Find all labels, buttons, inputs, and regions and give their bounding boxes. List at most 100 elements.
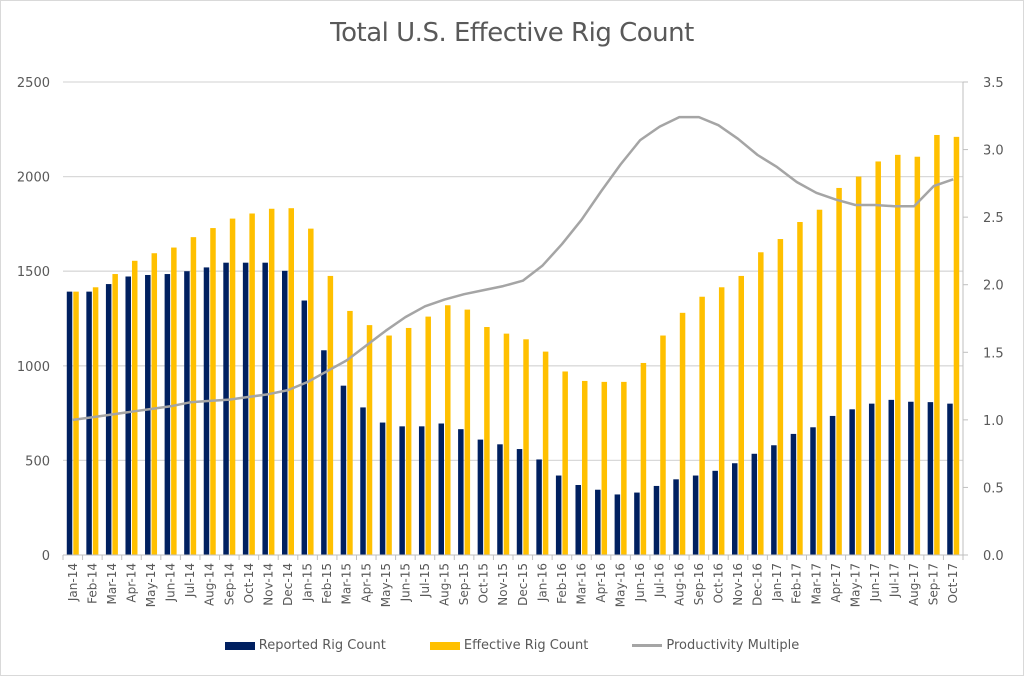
gridlines xyxy=(63,81,963,462)
bar-effective xyxy=(464,309,471,555)
x-tick-label: Mar-15 xyxy=(340,563,354,604)
bar-effective xyxy=(895,154,901,556)
bar-effective xyxy=(934,134,940,555)
bar-reported xyxy=(575,484,581,555)
bar-effective xyxy=(581,380,588,555)
x-tick-label: Jan-16 xyxy=(535,563,549,602)
bar-effective xyxy=(386,335,392,555)
bar-effective xyxy=(601,381,608,555)
bar-effective xyxy=(327,275,334,555)
legend-swatch-reported xyxy=(224,641,255,650)
legend: Reported Rig Count Effective Rig Count P… xyxy=(0,638,1024,653)
x-tick-label: Oct-16 xyxy=(711,563,725,603)
bar-effective xyxy=(718,287,725,555)
bar-effective xyxy=(92,287,99,555)
bar-effective xyxy=(640,362,647,555)
x-tick-label: Aug-14 xyxy=(203,563,217,606)
bar-reported xyxy=(790,433,797,555)
x-tick-label: Apr-17 xyxy=(829,563,843,603)
bar-reported xyxy=(868,403,875,555)
legend-label-productivity: Productivity Multiple xyxy=(666,638,800,653)
bar-reported xyxy=(66,291,73,555)
bar-reported xyxy=(164,274,171,555)
legend-item-productivity: Productivity Multiple xyxy=(632,638,799,653)
bar-reported xyxy=(751,453,758,555)
x-tick-label: Feb-16 xyxy=(555,563,569,604)
bar-reported xyxy=(438,423,445,555)
y-tick-label-left: 1500 xyxy=(17,265,50,280)
x-tick-label: Nov-16 xyxy=(731,563,745,606)
bar-effective xyxy=(660,335,666,555)
bar-reported xyxy=(614,494,621,555)
bar-reported xyxy=(399,426,405,555)
bar-effective xyxy=(738,275,744,555)
y-axis-left: 0 500 1000 1500 2000 2500 xyxy=(17,76,50,564)
bar-reported xyxy=(458,429,464,555)
legend-swatch-effective xyxy=(429,641,460,650)
chart-title: Total U.S. Effective Rig Count xyxy=(330,18,694,48)
x-tick-label: Jun-15 xyxy=(398,563,412,602)
bar-effective xyxy=(288,208,294,555)
bar-reported xyxy=(634,492,640,555)
bar-reported xyxy=(301,300,308,555)
y-axis-right: 0.0 0.5 1.0 1.5 2.0 2.5 3.0 3.5 xyxy=(962,76,1004,564)
bar-reported xyxy=(379,422,386,555)
bar-reported xyxy=(536,459,542,555)
x-tick-label: Jul-15 xyxy=(418,563,432,598)
bar-reported xyxy=(282,270,288,555)
bar-effective xyxy=(503,333,510,555)
bar-effective xyxy=(249,213,255,555)
x-tick-label: Nov-15 xyxy=(496,563,510,606)
bar-reported xyxy=(555,475,562,555)
legend-label-reported: Reported Rig Count xyxy=(258,638,386,653)
bar-effective xyxy=(914,156,921,555)
x-tick-label: Mar-16 xyxy=(574,563,588,604)
x-tick-label: Feb-14 xyxy=(85,563,99,604)
bar-effective xyxy=(308,228,314,555)
bar-effective xyxy=(679,312,686,555)
y-tick-label-right: 2.0 xyxy=(983,279,1004,294)
bar-effective xyxy=(953,136,960,556)
bar-reported xyxy=(888,399,895,555)
x-tick-label: Mar-14 xyxy=(105,563,119,604)
line-productivity-multiple xyxy=(72,115,954,422)
bar-effective xyxy=(816,209,823,555)
bar-effective xyxy=(836,187,842,555)
bar-reported xyxy=(653,485,660,555)
x-tick-label: May-15 xyxy=(379,563,393,607)
bar-effective xyxy=(131,260,138,555)
y-tick-label-left: 2500 xyxy=(17,76,50,91)
bar-reported xyxy=(418,426,425,555)
x-tick-label: Oct-17 xyxy=(946,563,960,603)
bar-reported xyxy=(497,444,503,555)
bar-reported xyxy=(829,415,836,555)
legend-swatch-productivity xyxy=(632,644,663,647)
x-tick-label: Apr-16 xyxy=(594,563,608,603)
bar-effective xyxy=(855,176,862,555)
bar-reported xyxy=(947,403,953,555)
x-tick-label: May-14 xyxy=(144,563,158,607)
bar-effective xyxy=(151,253,158,555)
bar-effective xyxy=(73,291,79,555)
bar-reported xyxy=(145,274,151,555)
bar-reported xyxy=(810,427,816,555)
x-tick-label: Nov-14 xyxy=(261,563,275,606)
y-tick-label-left: 500 xyxy=(25,454,50,469)
bar-reported xyxy=(771,445,777,555)
line-group xyxy=(72,115,954,422)
bars-group xyxy=(66,134,960,556)
bar-reported xyxy=(732,463,738,555)
bar-effective xyxy=(425,316,431,555)
bar-reported xyxy=(203,267,210,555)
bar-reported xyxy=(321,350,327,555)
bar-reported xyxy=(262,262,268,555)
bar-reported xyxy=(340,385,347,555)
x-tick-label: Apr-14 xyxy=(124,563,138,603)
x-tick-label: May-17 xyxy=(848,563,862,607)
y-tick-label-right: 3.0 xyxy=(983,144,1004,159)
y-tick-label-left: 1000 xyxy=(17,360,50,375)
bar-reported xyxy=(86,291,92,555)
x-tick-label: Feb-15 xyxy=(320,563,334,604)
x-tick-label: Apr-15 xyxy=(359,563,373,603)
